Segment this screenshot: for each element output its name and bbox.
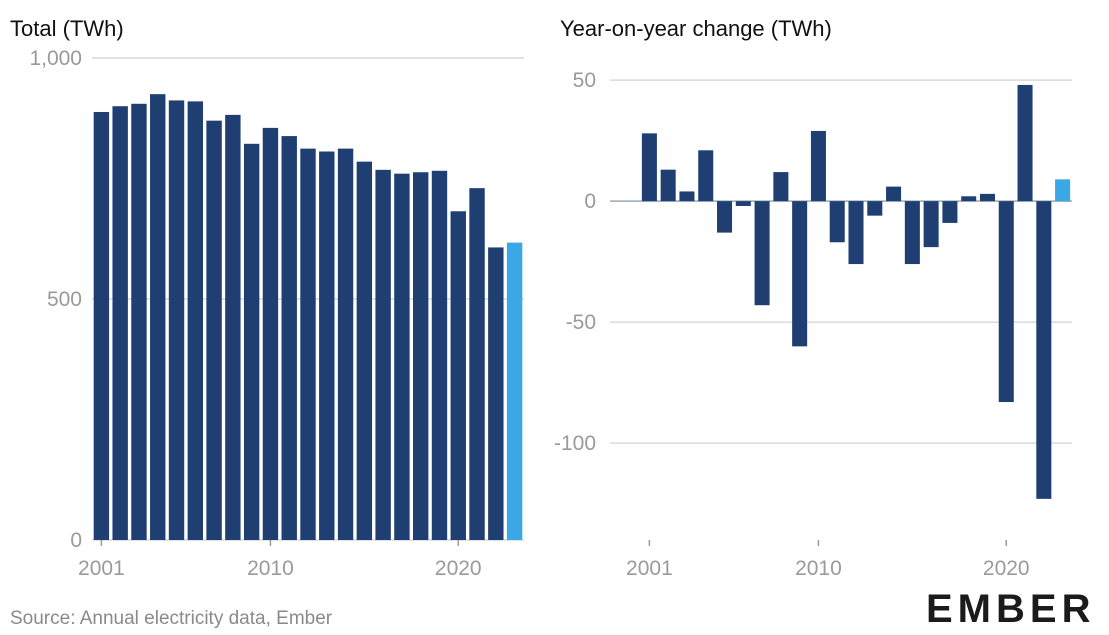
total-bar-2023 — [506, 242, 523, 540]
yoy-bar-2009 — [792, 201, 808, 347]
yoy-bar-2003 — [679, 191, 695, 202]
total-xtick-label: 2020 — [435, 557, 482, 580]
total-xtick-label: 2001 — [78, 557, 125, 580]
total-xtick-label: 2010 — [247, 557, 294, 580]
total-bar-2008 — [225, 114, 241, 540]
yoy-bar-2001 — [641, 133, 657, 202]
yoy-bar-2018 — [961, 196, 977, 202]
charts-canvas: 0 500 1,000 2001 2010 2020 -100 -50 0 50 2001 2010… — [29, 47, 1072, 580]
total-bar-2006 — [187, 101, 204, 540]
yoy-bar-2015 — [904, 201, 920, 265]
yoy-bar-2008 — [773, 172, 789, 202]
total-ytick-label: 500 — [47, 288, 82, 311]
total-bar-2005 — [168, 100, 185, 540]
total-bar-2010 — [262, 127, 279, 540]
yoy-bar-2007 — [754, 201, 770, 306]
yoy-bar-2002 — [660, 169, 676, 202]
total-bar-2007 — [206, 120, 222, 540]
yoy-bar-2022 — [1036, 201, 1052, 499]
total-bar-2014 — [337, 148, 354, 540]
total-bar-2011 — [281, 136, 297, 541]
yoy-bar-2004 — [698, 150, 714, 202]
yoy-change-bar-chart: -100 -50 0 50 2001 2010 2020 — [554, 69, 1072, 580]
total-bar-2022 — [488, 247, 504, 540]
total-bar-2002 — [112, 106, 128, 540]
left-chart-title: Total (TWh) — [10, 16, 124, 41]
total-bar-2013 — [319, 151, 335, 540]
total-bar-2020 — [450, 211, 466, 540]
source-note: Source: Annual electricity data, Ember — [10, 608, 333, 629]
total-bar-2003 — [131, 103, 147, 540]
total-bar-2021 — [469, 188, 485, 540]
yoy-bar-2013 — [867, 201, 883, 216]
total-ytick-label: 0 — [70, 529, 82, 552]
yoy-bar-2010 — [810, 130, 826, 202]
right-chart-title: Year-on-year change (TWh) — [560, 16, 832, 41]
yoy-xtick-label: 2001 — [626, 557, 673, 580]
total-bar-chart: 0 500 1,000 2001 2010 2020 — [29, 47, 524, 580]
total-bar-2015 — [356, 161, 373, 540]
total-bar-2001 — [93, 111, 110, 540]
total-bar-2016 — [375, 169, 391, 540]
total-ytick-label: 1,000 — [29, 47, 82, 70]
yoy-ytick-label: -50 — [566, 311, 596, 334]
yoy-ytick-label: 50 — [573, 69, 596, 92]
total-bar-2019 — [431, 170, 448, 540]
yoy-bar-2019 — [979, 193, 995, 202]
yoy-bar-2017 — [942, 201, 958, 223]
yoy-bar-2006 — [735, 201, 751, 206]
yoy-bar-2016 — [923, 201, 939, 248]
yoy-bar-2020 — [998, 201, 1014, 403]
total-bar-2009 — [243, 143, 260, 540]
total-bar-2017 — [394, 173, 410, 540]
total-bar-2004 — [150, 94, 166, 541]
ember-logo: EMBER — [926, 587, 1096, 631]
yoy-ytick-label: 0 — [584, 190, 596, 213]
yoy-bar-2014 — [886, 186, 902, 202]
yoy-bar-2021 — [1017, 84, 1033, 202]
yoy-ytick-label: -100 — [554, 432, 596, 455]
yoy-bar-2005 — [717, 201, 733, 233]
total-bar-2018 — [412, 172, 429, 540]
total-bar-2012 — [300, 148, 316, 540]
yoy-xtick-label: 2020 — [983, 557, 1030, 580]
yoy-bar-2011 — [829, 201, 845, 243]
yoy-bar-2012 — [848, 201, 864, 265]
yoy-bar-2023 — [1055, 179, 1071, 202]
yoy-xtick-label: 2010 — [795, 557, 842, 580]
